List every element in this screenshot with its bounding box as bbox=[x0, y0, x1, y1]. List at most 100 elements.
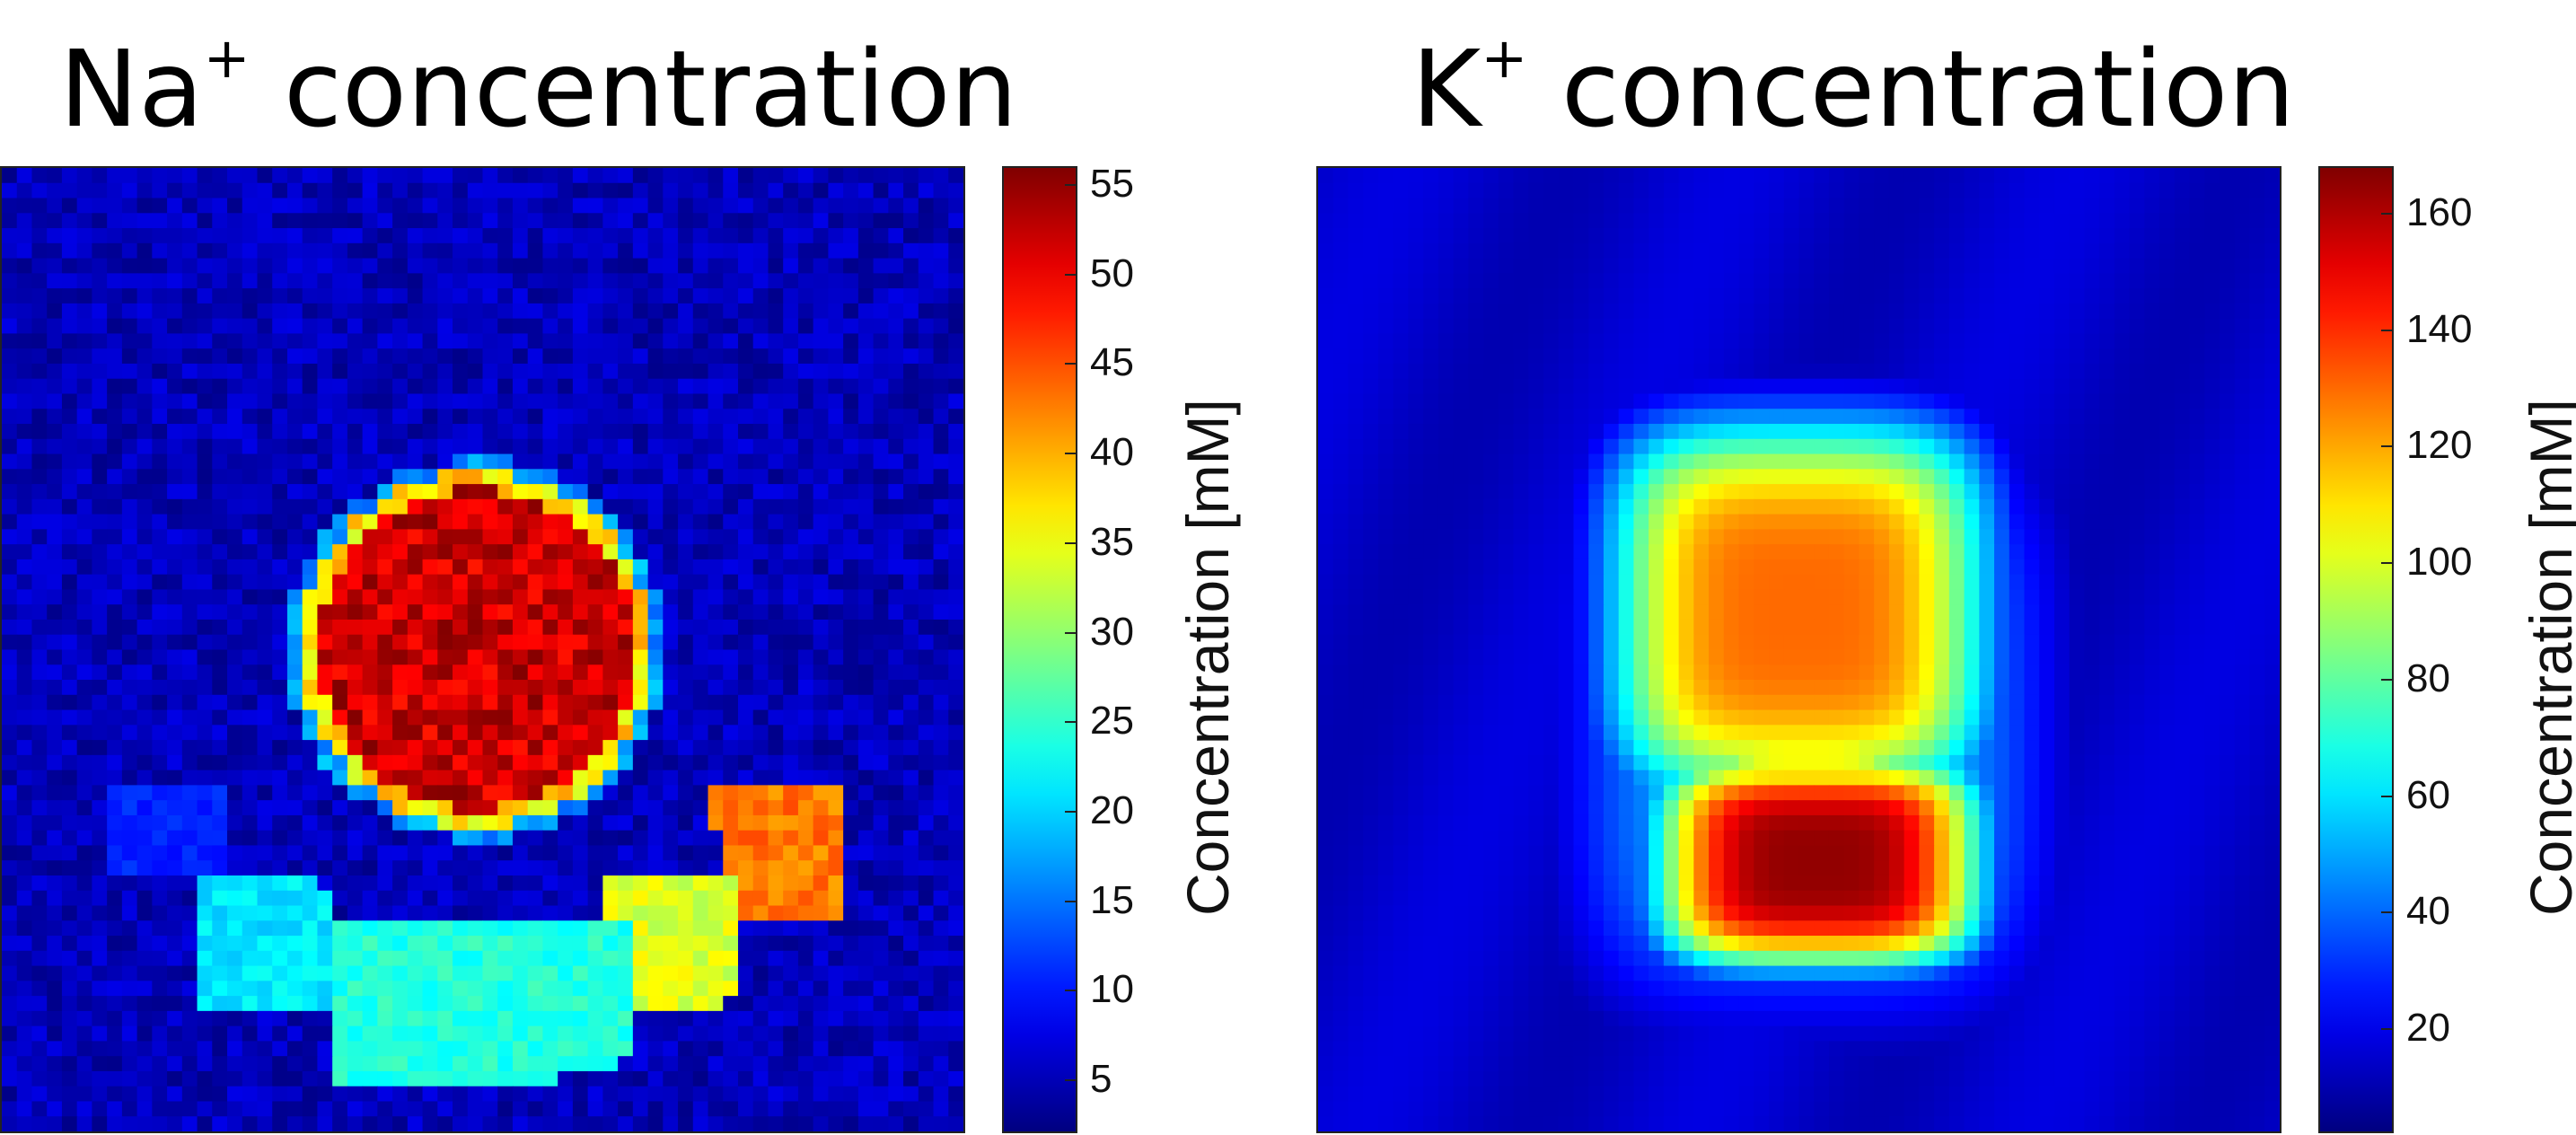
na-heatmap-cell bbox=[137, 529, 153, 544]
na-heatmap-cell bbox=[137, 469, 153, 484]
na-heatmap-cell bbox=[843, 664, 858, 680]
k-heatmap-cell bbox=[1438, 333, 1454, 348]
na-heatmap-cell bbox=[542, 424, 558, 439]
na-heatmap-cell bbox=[843, 875, 858, 891]
na-heatmap-cell bbox=[903, 1101, 919, 1116]
na-heatmap-cell bbox=[903, 544, 919, 559]
k-heatmap-cell bbox=[1754, 333, 1769, 348]
na-heatmap-cell bbox=[768, 650, 783, 665]
na-heatmap-cell bbox=[497, 424, 513, 439]
k-heatmap-cell bbox=[1889, 243, 1904, 259]
na-heatmap-cell bbox=[317, 544, 332, 559]
na-heatmap-cell bbox=[738, 379, 753, 394]
na-heatmap-cell bbox=[257, 1056, 272, 1071]
na-heatmap-cell bbox=[678, 243, 693, 259]
na-heatmap-cell bbox=[167, 348, 182, 364]
na-heatmap-cell bbox=[648, 725, 664, 740]
k-heatmap-cell bbox=[1844, 183, 1859, 198]
na-heatmap-cell bbox=[77, 1071, 92, 1087]
na-heatmap-cell bbox=[738, 304, 753, 319]
na-heatmap-cell bbox=[708, 831, 724, 846]
k-heatmap-cell bbox=[1378, 273, 1394, 288]
k-heatmap-cell bbox=[1934, 228, 1949, 243]
na-heatmap-cell bbox=[242, 348, 258, 364]
na-heatmap-cell bbox=[663, 620, 678, 635]
na-heatmap-cell bbox=[242, 620, 258, 635]
na-heatmap-cell bbox=[408, 424, 423, 439]
k-heatmap-cell bbox=[1874, 213, 1889, 228]
na-heatmap-cell bbox=[408, 183, 423, 198]
na-heatmap-cell bbox=[828, 680, 843, 695]
k-heatmap-cell bbox=[2204, 304, 2220, 319]
na-heatmap-cell bbox=[227, 785, 242, 800]
na-heatmap-cell bbox=[198, 936, 213, 951]
k-heatmap-cell bbox=[2175, 319, 2190, 334]
na-heatmap-cell bbox=[152, 650, 167, 665]
na-heatmap-cell bbox=[212, 875, 227, 891]
colorbar-tick-mark bbox=[1065, 901, 1076, 902]
na-heatmap-cell bbox=[828, 650, 843, 665]
na-heatmap-cell bbox=[948, 333, 963, 348]
na-heatmap-cell bbox=[858, 740, 874, 755]
na-heatmap-cell bbox=[573, 589, 588, 604]
k-heatmap-cell bbox=[1408, 304, 1423, 319]
k-heatmap-cell bbox=[1363, 243, 1378, 259]
k-heatmap-cell bbox=[1859, 168, 1874, 183]
k-heatmap-cell bbox=[1438, 288, 1454, 304]
na-heatmap-cell bbox=[948, 424, 963, 439]
na-heatmap-cell bbox=[317, 348, 332, 364]
na-heatmap-cell bbox=[948, 920, 963, 936]
na-heatmap-cell bbox=[107, 951, 122, 966]
na-heatmap-cell bbox=[31, 243, 47, 259]
na-heatmap-cell bbox=[242, 544, 258, 559]
na-heatmap-cell bbox=[738, 589, 753, 604]
na-heatmap-cell bbox=[317, 951, 332, 966]
na-heatmap-cell bbox=[2, 213, 17, 228]
na-heatmap-cell bbox=[888, 454, 903, 470]
na-heatmap-cell bbox=[828, 515, 843, 530]
na-heatmap-cell bbox=[903, 920, 919, 936]
na-heatmap-cell bbox=[874, 288, 889, 304]
na-heatmap-cell bbox=[242, 304, 258, 319]
na-heatmap-cell bbox=[588, 981, 603, 996]
na-heatmap-cell bbox=[903, 424, 919, 439]
na-heatmap-cell bbox=[828, 228, 843, 243]
na-heatmap-cell bbox=[107, 936, 122, 951]
na-heatmap-cell bbox=[242, 785, 258, 800]
na-heatmap-cell bbox=[858, 1011, 874, 1026]
na-heatmap-cell bbox=[723, 966, 738, 981]
na-heatmap-cell bbox=[618, 966, 633, 981]
k-heatmap-cell bbox=[1814, 319, 1829, 334]
na-heatmap-cell bbox=[948, 891, 963, 906]
na-heatmap-cell bbox=[92, 259, 107, 274]
na-heatmap-cell bbox=[62, 664, 77, 680]
na-heatmap-cell bbox=[513, 920, 528, 936]
na-heatmap-cell bbox=[528, 906, 543, 921]
k-heatmap-cell bbox=[1919, 213, 1934, 228]
k-heatmap-cell bbox=[1423, 364, 1438, 379]
k-heatmap-cell bbox=[1799, 333, 1815, 348]
k-heatmap-cell bbox=[2025, 228, 2040, 243]
na-heatmap-cell bbox=[167, 725, 182, 740]
na-heatmap-cell bbox=[62, 710, 77, 726]
na-heatmap-cell bbox=[17, 544, 32, 559]
na-heatmap-cell bbox=[47, 1116, 62, 1131]
na-heatmap-cell bbox=[137, 800, 153, 815]
na-heatmap-cell bbox=[317, 559, 332, 575]
k-heatmap-cell bbox=[1784, 168, 1799, 183]
k-heatmap-cell bbox=[1318, 183, 1333, 198]
na-heatmap-cell bbox=[423, 273, 438, 288]
k-heatmap-cell bbox=[1514, 319, 1529, 334]
na-heatmap-cell bbox=[948, 936, 963, 951]
k-heatmap-cell bbox=[1904, 198, 1920, 214]
na-heatmap-cell bbox=[874, 785, 889, 800]
na-heatmap-cell bbox=[152, 680, 167, 695]
na-heatmap-cell bbox=[633, 424, 648, 439]
na-heatmap-cell bbox=[408, 981, 423, 996]
na-heatmap-cell bbox=[678, 740, 693, 755]
k-heatmap-cell bbox=[2250, 288, 2265, 304]
na-heatmap-cell bbox=[303, 213, 318, 228]
na-heatmap-cell bbox=[753, 409, 769, 424]
na-heatmap-cell bbox=[693, 831, 708, 846]
k-heatmap-cell bbox=[2099, 183, 2114, 198]
